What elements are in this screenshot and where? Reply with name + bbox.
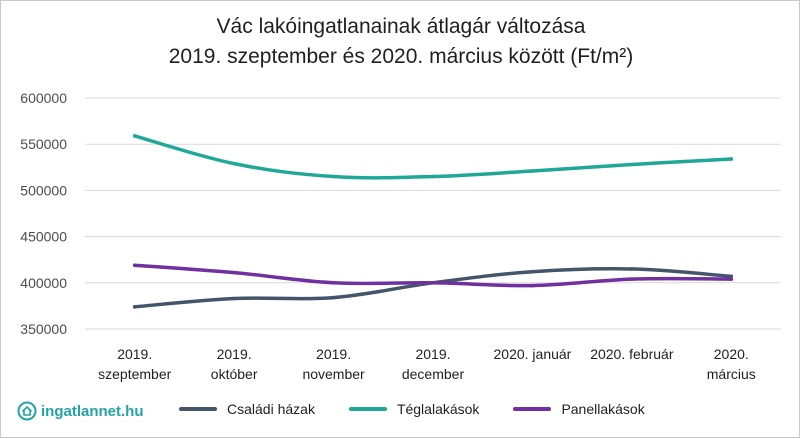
x-tick-label-line: 2019. [415, 346, 450, 362]
x-tick-label-5: 2020. február [590, 346, 674, 362]
series-2-point-1 [232, 270, 236, 275]
legend-swatch [348, 407, 387, 411]
logo-text: ingatlannet.hu [41, 402, 144, 420]
series-1-point-2 [331, 174, 336, 179]
chart-title-line1: Vác lakóingatlanainak átlagár változása [216, 15, 586, 38]
series-0-point-6 [729, 274, 734, 279]
house-logo-icon [17, 401, 37, 421]
series-2-point-0 [132, 263, 137, 268]
y-tick-label-3: 500000 [20, 182, 67, 198]
series-2-point-3 [431, 281, 435, 285]
x-tick-label-line: szeptember [98, 366, 171, 382]
series-2-point-5 [630, 277, 634, 281]
x-tick-label-line: november [302, 366, 365, 382]
series-2-point-4 [530, 283, 535, 288]
x-tick-label-line: december [402, 366, 465, 382]
x-tick-label-4: 2020. január [494, 346, 572, 362]
series-1-point-3 [431, 174, 435, 179]
y-tick-label-2: 450000 [20, 229, 67, 245]
x-tick-label-line: 2019. [117, 346, 152, 362]
x-tick-label-3: 2019. december [402, 346, 465, 382]
x-tick-label-1: 2019. október [211, 346, 258, 382]
brand-logo: ingatlannet.hu [17, 401, 144, 421]
series-0-point-2 [331, 295, 336, 300]
x-tick-label-line: október [211, 366, 258, 382]
x-tick-label-0: 2019. szeptember [98, 346, 171, 382]
x-tick-label-line: 2019. [316, 346, 351, 362]
y-tick-label-5: 600000 [20, 90, 67, 106]
series-1-point-4 [530, 169, 535, 173]
series-2-point-2 [331, 281, 336, 285]
y-tick-label-1: 400000 [20, 275, 67, 291]
series-2-point-6 [729, 277, 734, 281]
x-tick-label-6: 2020. március [707, 346, 756, 382]
series-0-point-4 [530, 269, 535, 274]
legend-label: Panellakások [561, 401, 645, 417]
series-line-1 [132, 134, 734, 180]
x-tick-label-line: 2020. január [494, 346, 572, 362]
x-tick-label-line: 2019. [217, 346, 252, 362]
series-1-point-6 [729, 157, 734, 161]
x-tick-label-line: 2020. [714, 346, 749, 362]
x-tick-label-line: március [707, 366, 756, 382]
series-0-point-1 [232, 296, 236, 301]
chart-legend: Családi házak Téglalakások Panellakások [179, 401, 645, 417]
legend-label: Családi házak [227, 401, 315, 417]
legend-swatch [179, 407, 217, 411]
legend-item-1: Téglalakások [348, 401, 480, 417]
legend-label: Téglalakások [396, 401, 480, 417]
series-1-point-5 [630, 162, 634, 167]
legend-item-2: Panellakások [513, 401, 645, 417]
legend-swatch [513, 407, 552, 411]
series-0-point-5 [630, 267, 634, 271]
x-tick-label-2: 2019. november [302, 346, 365, 382]
series-1-point-0 [132, 134, 137, 138]
series-0-point-0 [132, 305, 137, 309]
x-tick-label-line: 2020. február [590, 346, 674, 362]
chart-title-line2: 2019. szeptember és 2020. március között… [168, 45, 634, 68]
series-1-point-1 [232, 161, 236, 166]
series-line-0 [132, 266, 734, 309]
y-tick-label-0: 350000 [20, 321, 67, 337]
y-tick-label-4: 550000 [20, 136, 67, 152]
legend-item-0: Családi házak [179, 401, 315, 417]
